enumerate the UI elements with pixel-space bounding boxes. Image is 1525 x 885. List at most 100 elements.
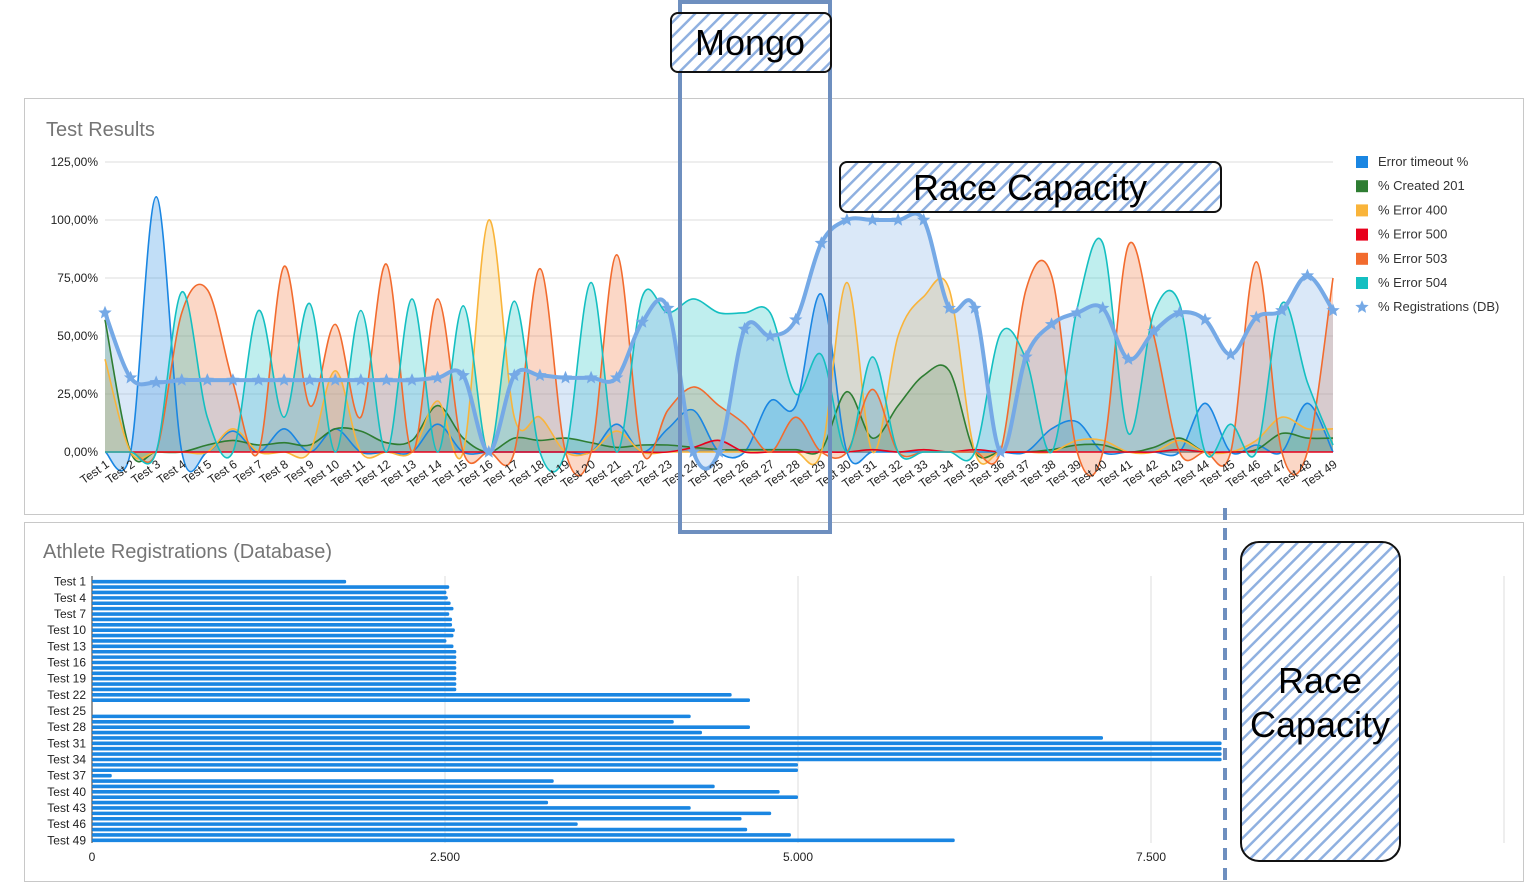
x-tick-label: 5.000 xyxy=(783,850,813,864)
race-capacity-top-box xyxy=(839,161,1222,213)
legend-label: % Registrations (DB) xyxy=(1378,299,1499,314)
legend-swatch xyxy=(1356,277,1368,289)
registration-bar xyxy=(92,617,453,622)
series-area-6 xyxy=(105,213,1333,469)
legend-label: Error timeout % xyxy=(1378,154,1469,169)
y-category-label: Test 28 xyxy=(47,720,86,734)
registration-bar xyxy=(92,811,772,816)
registration-bar xyxy=(92,719,674,724)
registration-bar xyxy=(92,606,454,611)
registration-bar xyxy=(92,806,691,810)
y-category-label: Test 40 xyxy=(47,785,86,799)
registration-bar xyxy=(92,633,454,638)
mongo-label-box xyxy=(670,12,832,73)
race-capacity-side-label-2: Capacity xyxy=(1250,704,1390,745)
registration-bar xyxy=(92,639,447,643)
y-category-label: Test 19 xyxy=(47,672,86,686)
annotations: Mongo Race Capacity Race Capacity xyxy=(670,0,1401,885)
registration-bar xyxy=(92,741,1222,746)
registration-bar xyxy=(92,736,1103,740)
x-tick-label: 2.500 xyxy=(430,850,460,864)
x-tick-label: 7.500 xyxy=(1136,850,1166,864)
registration-bar xyxy=(92,601,451,606)
registration-bar xyxy=(92,752,1222,756)
registration-bar xyxy=(92,666,457,670)
y-category-label: Test 49 xyxy=(47,833,86,847)
registration-bar xyxy=(92,730,702,735)
registration-bar xyxy=(92,687,457,692)
series-line-0 xyxy=(104,195,1334,473)
x-tick-label: 0 xyxy=(89,850,96,864)
series-area-1 xyxy=(105,319,1333,462)
registration-bar xyxy=(92,660,457,665)
registration-bar xyxy=(92,585,450,589)
registration-bar xyxy=(92,579,347,584)
registration-bar xyxy=(92,795,798,799)
legend-swatch xyxy=(1356,180,1368,193)
registration-bar xyxy=(92,816,742,821)
y-category-label: Test 10 xyxy=(47,623,86,637)
registration-bar xyxy=(92,590,447,595)
y-tick-label: 0,00% xyxy=(64,445,98,459)
race-capacity-side-label-1: Race xyxy=(1278,660,1362,701)
registration-bar xyxy=(92,612,450,616)
registration-bar xyxy=(92,763,798,767)
series-area-4 xyxy=(105,242,1333,476)
y-category-label: Test 22 xyxy=(47,688,86,702)
registration-bar xyxy=(92,746,1222,751)
y-category-label: Test 37 xyxy=(47,769,86,783)
legend-label: % Error 504 xyxy=(1378,275,1447,290)
registration-bar xyxy=(92,838,955,843)
series-area-5 xyxy=(105,238,1333,473)
registration-bar xyxy=(92,768,798,773)
registration-bar xyxy=(92,596,448,600)
registration-bar xyxy=(92,773,112,778)
registration-bar xyxy=(92,693,732,697)
registration-bar xyxy=(92,800,549,805)
registration-bar xyxy=(92,698,750,703)
mongo-highlight-box xyxy=(678,0,832,534)
registration-bar xyxy=(92,649,457,654)
registration-bar xyxy=(92,784,715,789)
registration-bar xyxy=(92,676,457,681)
y-tick-label: 50,00% xyxy=(57,329,98,343)
legend-swatch xyxy=(1356,228,1368,241)
series-line-5 xyxy=(105,237,1334,473)
registration-bar xyxy=(92,725,750,729)
y-category-label: Test 4 xyxy=(54,591,86,605)
series-line-6 xyxy=(103,211,1335,471)
registration-bar xyxy=(92,827,748,832)
registration-bar xyxy=(92,671,457,676)
y-tick-label: 75,00% xyxy=(57,271,98,285)
series-area-0 xyxy=(105,196,1333,472)
registration-bar xyxy=(92,779,554,783)
legend-label: % Created 201 xyxy=(1378,178,1465,193)
registration-bar xyxy=(92,714,691,719)
registration-bar xyxy=(92,682,457,686)
race-capacity-top-label: Race Capacity xyxy=(913,167,1147,208)
mongo-label: Mongo xyxy=(695,22,805,63)
y-tick-label: 25,00% xyxy=(57,387,98,401)
y-category-label: Test 43 xyxy=(47,801,86,815)
registration-bar xyxy=(92,833,791,837)
test-results-panel xyxy=(24,98,1524,515)
y-category-label: Test 31 xyxy=(47,736,86,750)
y-category-label: Test 25 xyxy=(47,704,86,718)
registration-bar xyxy=(92,655,457,659)
registration-bar xyxy=(92,757,1222,762)
y-category-label: Test 16 xyxy=(47,656,86,670)
y-category-label: Test 13 xyxy=(47,639,86,653)
y-tick-label: 100,00% xyxy=(51,213,99,227)
registration-bar xyxy=(92,628,455,632)
y-category-label: Test 7 xyxy=(54,607,86,621)
y-category-label: Test 34 xyxy=(47,752,86,766)
legend-swatch xyxy=(1356,204,1368,217)
y-tick-label: 125,00% xyxy=(51,155,99,169)
registration-bar xyxy=(92,790,780,794)
registration-bar xyxy=(92,623,453,627)
y-category-label: Test 46 xyxy=(47,817,86,831)
legend-label: % Error 503 xyxy=(1378,251,1447,266)
registration-bar xyxy=(92,822,578,826)
legend-swatch xyxy=(1356,252,1368,265)
